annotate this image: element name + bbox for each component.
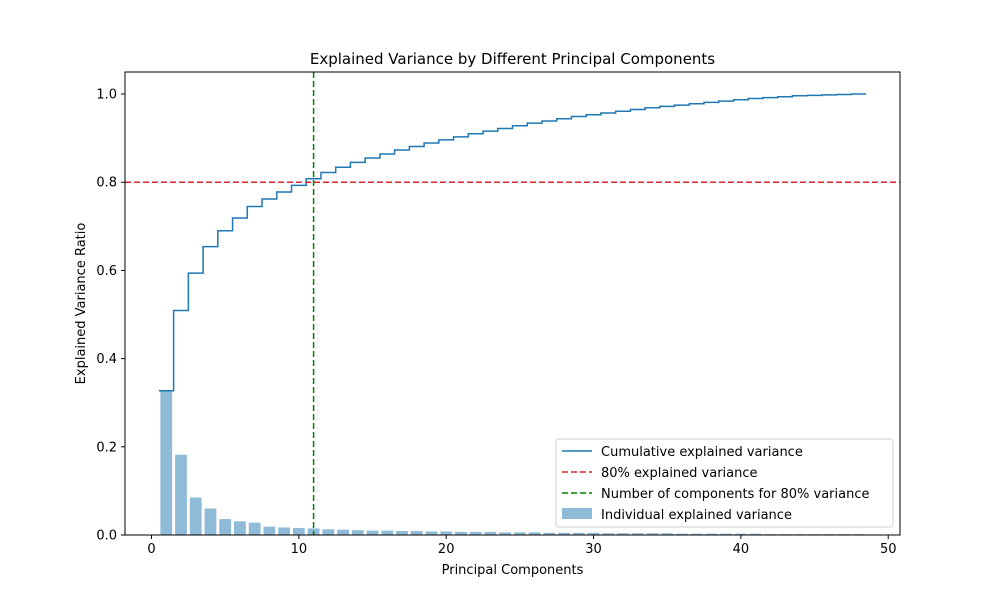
individual-variance-bar [513,532,526,535]
individual-variance-bar [734,533,747,535]
individual-variance-bar [602,533,615,535]
individual-variance-bar [263,526,276,535]
individual-variance-bar [189,497,202,535]
individual-variance-bar [381,530,394,535]
individual-variance-bar [528,532,541,535]
x-axis-label: Principal Components [442,563,584,578]
y-axis-label: Explained Variance Ratio [74,223,89,385]
individual-variance-bar [558,532,570,535]
individual-variance-bar [484,531,497,535]
x-tick-label: 40 [733,542,750,557]
legend-label-component-line: Number of components for 80% variance [601,487,869,502]
individual-variance-bar [469,531,482,535]
chart-title: Explained Variance by Different Principa… [310,50,715,68]
individual-variance-bar [440,531,453,535]
individual-variance-bar [248,522,261,535]
individual-variance-bar [705,533,718,535]
x-tick-label: 20 [438,542,455,557]
individual-variance-bar [720,533,733,535]
plot-layer [125,72,900,535]
individual-variance-bar [749,533,762,535]
individual-variance-bar [160,390,173,535]
individual-variance-bar [455,531,467,535]
x-tick-label: 50 [880,542,897,557]
individual-variance-bar [278,527,291,535]
legend: Cumulative explained variance 80% explai… [555,438,894,528]
individual-variance-bar [646,533,659,535]
individual-variance-bar [234,521,246,535]
individual-variance-bar [572,532,585,535]
individual-variance-bar [410,531,423,535]
y-tick-label: 0.8 [96,176,117,191]
ticks-layer: 0 10 20 30 40 50 0.0 0.2 0.4 0.6 0.8 1.0 [96,88,896,557]
plot-frame [124,71,901,536]
individual-variance-bar [366,530,379,535]
individual-variance-bar [661,533,674,535]
individual-variance-bar [337,529,349,535]
cumulative-variance-step-line [158,93,867,392]
individual-variance-bar [631,533,644,535]
individual-variance-bar [219,519,232,535]
y-tick-label: 0.6 [96,264,117,279]
individual-variance-bar [543,532,556,535]
individual-variance-bar [175,454,187,535]
y-tick-label: 0.4 [96,352,117,367]
y-tick-label: 0.2 [96,440,117,455]
individual-variance-bar [322,529,335,535]
individual-variance-bar [617,533,629,535]
legend-label-80-line: 80% explained variance [601,466,758,481]
y-tick-label: 0.0 [96,529,117,544]
individual-variance-bar [587,532,600,535]
individual-variance-bar [499,532,512,535]
individual-variance-bar [676,533,688,535]
legend-box [555,438,894,528]
x-tick-label: 30 [585,542,602,557]
legend-label-cumulative: Cumulative explained variance [601,445,803,460]
legend-label-individual: Individual explained variance [601,508,792,523]
individual-variance-bar [351,530,364,535]
individual-variance-bar [425,531,438,535]
x-tick-label: 0 [147,542,155,557]
individual-variance-bar [690,533,703,535]
y-tick-label: 1.0 [96,88,117,103]
x-tick-label: 10 [291,542,308,557]
individual-variance-bar [292,527,305,535]
individual-variance-bar [204,508,217,535]
legend-swatch-individual [562,508,592,519]
individual-variance-bar [396,531,408,535]
